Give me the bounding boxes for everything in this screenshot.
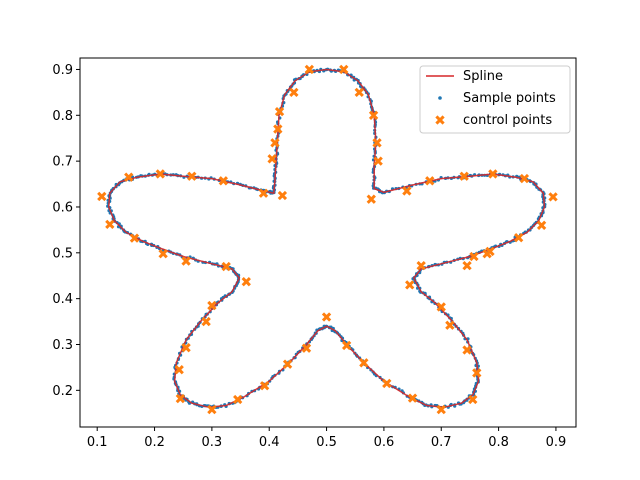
- control-point: [462, 260, 472, 271]
- control-point: [207, 404, 217, 415]
- x-tick-label: 0.2: [144, 435, 165, 450]
- control-point: [155, 169, 165, 179]
- control-point: [187, 171, 197, 181]
- y-tick-label: 0.6: [52, 200, 73, 215]
- control-point: [129, 233, 140, 243]
- control-point: [124, 172, 134, 182]
- control-point: [368, 110, 379, 120]
- x-tick-label: 0.7: [431, 435, 452, 450]
- control-point: [105, 219, 115, 230]
- control-point: [270, 138, 280, 148]
- control-point: [405, 280, 415, 290]
- control-point: [354, 87, 364, 98]
- y-tick-label: 0.4: [52, 292, 73, 307]
- x-tick-label: 0.6: [374, 435, 395, 450]
- control-point: [548, 192, 558, 202]
- control-point: [201, 316, 211, 327]
- control-point: [321, 312, 332, 322]
- y-tick-label: 0.8: [52, 109, 73, 124]
- y-tick-label: 0.7: [52, 155, 73, 170]
- y-tick-label: 0.5: [52, 246, 73, 261]
- x-tick-label: 0.5: [316, 435, 337, 450]
- control-point: [519, 173, 530, 184]
- control-point: [459, 171, 469, 181]
- control-point: [472, 368, 482, 378]
- control-point: [436, 302, 446, 312]
- control-point: [366, 194, 376, 204]
- control-point: [175, 393, 186, 404]
- control-point: [301, 343, 312, 353]
- control-point: [536, 220, 547, 230]
- control-point: [445, 320, 455, 330]
- control-point: [425, 176, 435, 186]
- control-point: [207, 300, 217, 311]
- control-point: [233, 394, 243, 405]
- control-point: [339, 64, 349, 75]
- control-point: [469, 251, 479, 262]
- y-tick-label: 0.2: [52, 384, 73, 399]
- control-point: [341, 340, 352, 351]
- y-tick-label: 0.3: [52, 338, 73, 353]
- y-axis: 0.2 0.3 0.4 0.5 0.6 0.7 0.8 0.9: [52, 63, 80, 399]
- control-point: [258, 188, 269, 198]
- control-point: [402, 186, 412, 196]
- control-point: [221, 261, 231, 272]
- control-point: [282, 359, 293, 369]
- control-point: [436, 404, 446, 415]
- control-point: [407, 393, 418, 403]
- legend-box: [419, 65, 571, 134]
- legend-label-control-points: control points: [463, 113, 552, 128]
- y-tick-label: 0.9: [52, 63, 73, 78]
- control-point: [181, 343, 191, 353]
- control-point: [259, 381, 270, 391]
- axes-frame: [79, 57, 577, 428]
- legend-x-marker: [435, 115, 445, 125]
- control-point: [304, 64, 315, 75]
- control-point: [513, 233, 524, 243]
- control-point: [488, 169, 498, 179]
- x-tick-label: 0.1: [87, 435, 108, 450]
- x-tick-label: 0.3: [202, 435, 223, 450]
- control-point: [382, 378, 392, 389]
- control-point: [373, 156, 383, 166]
- control-point: [359, 358, 369, 368]
- legend-swatch-sample-points: [438, 96, 442, 100]
- control-point: [241, 277, 251, 287]
- legend-label-sample-points: Sample points: [463, 91, 556, 106]
- control-point: [267, 154, 277, 164]
- control-point: [274, 106, 285, 117]
- control-points: [97, 64, 558, 415]
- control-point: [97, 191, 107, 202]
- plot-layer: [97, 64, 558, 415]
- control-point: [273, 124, 283, 134]
- x-tick-label: 0.9: [546, 435, 567, 450]
- control-point: [462, 345, 472, 355]
- control-point: [218, 176, 229, 186]
- control-point: [277, 190, 288, 201]
- control-point: [372, 138, 382, 148]
- control-point: [174, 365, 184, 375]
- control-point: [181, 256, 191, 266]
- x-axis: 0.1 0.2 0.3 0.4 0.5 0.6 0.7 0.8 0.9: [87, 427, 566, 450]
- control-point: [158, 249, 168, 259]
- x-tick-label: 0.8: [488, 435, 509, 450]
- x-tick-label: 0.4: [259, 435, 280, 450]
- control-point: [416, 260, 426, 271]
- control-point: [468, 394, 478, 405]
- legend: Spline Sample points control points: [419, 65, 571, 134]
- legend-swatch-control-points: [435, 115, 445, 125]
- legend-label-spline: Spline: [463, 69, 503, 84]
- control-point: [289, 87, 299, 98]
- control-point: [482, 249, 492, 259]
